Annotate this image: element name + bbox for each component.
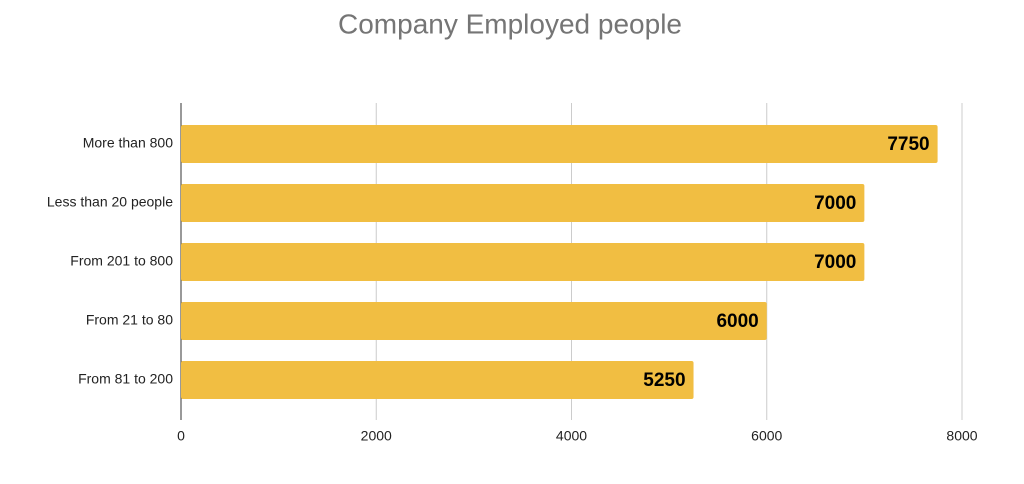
y-tick-label: From 21 to 80 xyxy=(86,312,173,328)
bar xyxy=(181,184,865,222)
bar xyxy=(181,361,694,399)
chart-title: Company Employed people xyxy=(338,8,682,39)
data-label: 7000 xyxy=(814,193,856,214)
y-tick-label: From 201 to 800 xyxy=(70,253,173,269)
data-label: 5250 xyxy=(643,370,685,391)
y-tick-label: More than 800 xyxy=(83,135,173,151)
data-label: 7750 xyxy=(887,134,929,155)
x-tick-label: 0 xyxy=(177,428,185,444)
x-tick-label: 6000 xyxy=(751,428,782,444)
bar xyxy=(181,125,938,163)
data-label: 7000 xyxy=(814,252,856,273)
x-tick-label: 8000 xyxy=(946,428,977,444)
bar xyxy=(181,302,767,340)
y-tick-label: Less than 20 people xyxy=(47,194,173,210)
x-tick-label: 4000 xyxy=(556,428,587,444)
data-label: 6000 xyxy=(716,311,758,332)
y-tick-label: From 81 to 200 xyxy=(78,371,173,387)
bar xyxy=(181,243,865,281)
x-tick-label: 2000 xyxy=(361,428,392,444)
